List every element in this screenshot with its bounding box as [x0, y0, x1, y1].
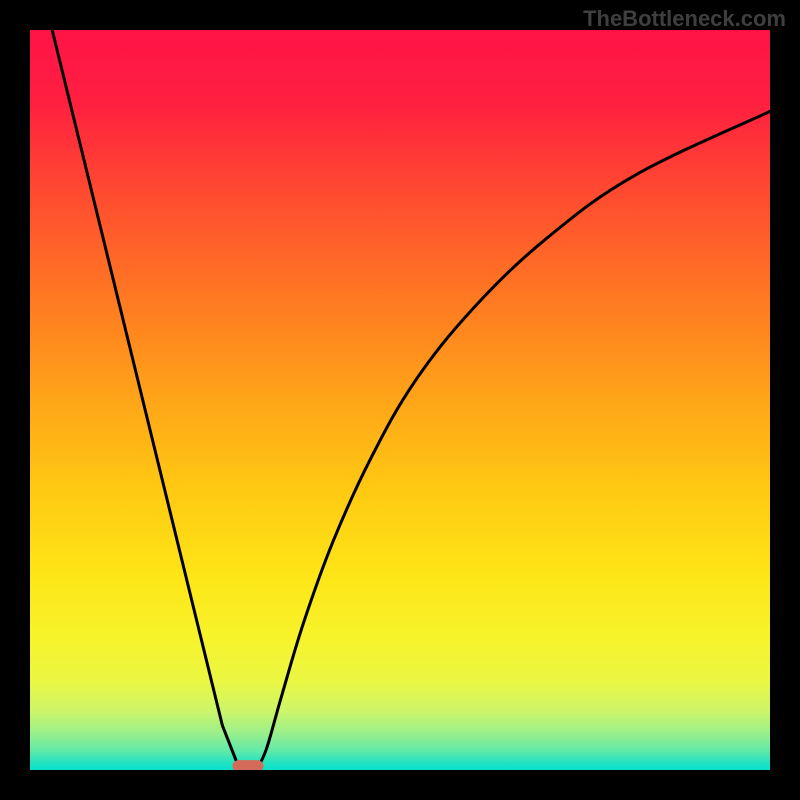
- curve-left-segment: [52, 30, 238, 767]
- bottleneck-curve: [30, 30, 770, 770]
- dip-marker: [233, 760, 264, 770]
- watermark-text: TheBottleneck.com: [583, 6, 786, 32]
- curve-right-segment: [258, 111, 770, 767]
- plot-area: [30, 30, 770, 770]
- chart-container: { "watermark": { "text": "TheBottleneck.…: [0, 0, 800, 800]
